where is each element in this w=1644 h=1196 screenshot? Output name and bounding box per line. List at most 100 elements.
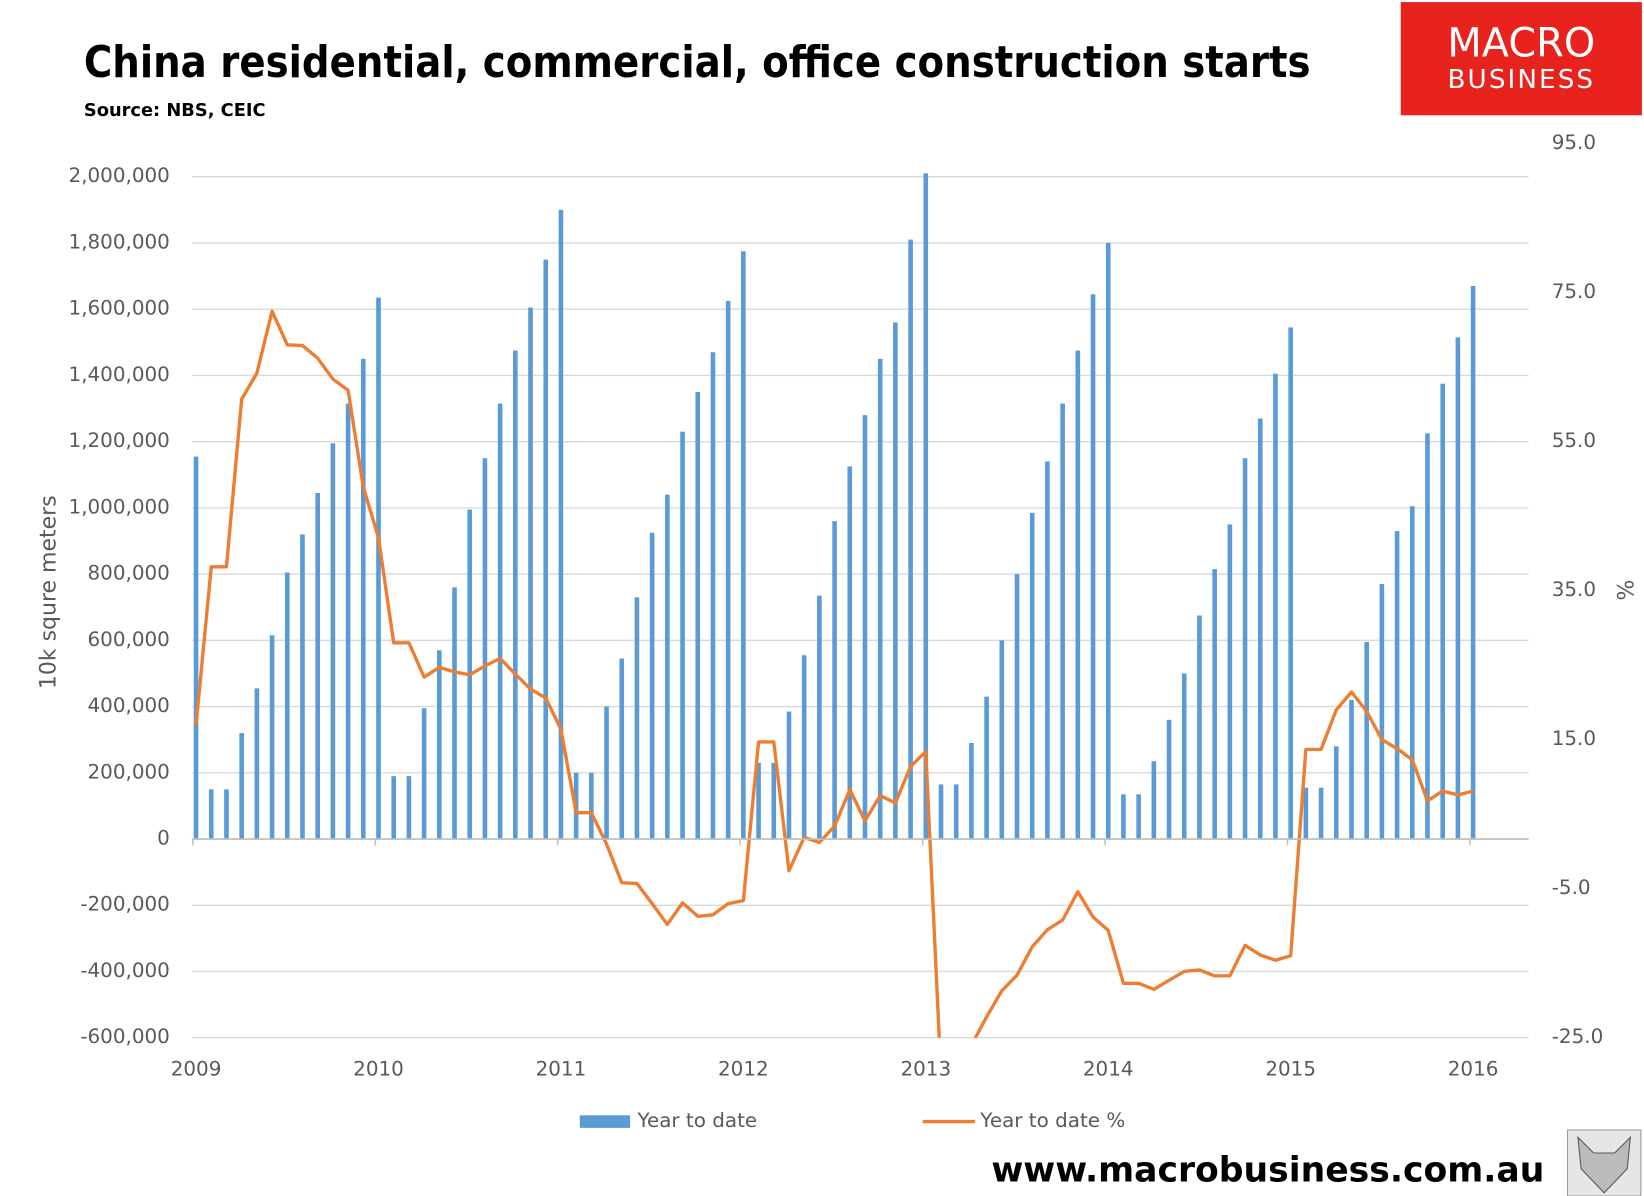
y-tick-label: 1,200,000 — [69, 429, 170, 452]
bar — [1166, 719, 1172, 840]
bar — [1470, 286, 1476, 840]
line-group — [194, 309, 1474, 1038]
bar — [725, 300, 731, 840]
line — [194, 309, 1474, 1038]
y2-tick-label: -5.0 — [1552, 876, 1591, 899]
bar — [254, 688, 260, 840]
bar — [437, 650, 442, 840]
bar — [1105, 242, 1111, 840]
y-tick-label: -600,000 — [80, 1025, 170, 1048]
y-axis-label: 10k squre meters — [36, 495, 61, 689]
bar — [239, 733, 244, 840]
bar — [345, 403, 351, 840]
bar — [1136, 794, 1141, 840]
y-tick-label: 1,600,000 — [69, 297, 170, 320]
y2-axis-label: % — [1611, 580, 1636, 601]
footer-url: www.macrobusiness.com.au — [991, 1150, 1544, 1190]
legend-label: Year to date % — [979, 1109, 1125, 1132]
y2-tick-label: 95.0 — [1552, 131, 1596, 154]
bar — [513, 350, 518, 840]
bar — [1318, 787, 1324, 840]
x-tick-label: 2011 — [536, 1058, 587, 1081]
bar — [1151, 761, 1157, 840]
bar — [1303, 787, 1309, 840]
y2-tick-label: 15.0 — [1552, 727, 1596, 750]
chart-title: China residential, commercial, office co… — [84, 37, 1311, 88]
x-tick-label: 2010 — [353, 1058, 404, 1081]
x-tick-label: 2016 — [1448, 1058, 1499, 1081]
bar — [756, 762, 761, 840]
bar — [877, 358, 883, 840]
bar — [330, 443, 336, 840]
y-tick-label: -200,000 — [80, 893, 170, 916]
bar — [1440, 383, 1446, 840]
bar — [589, 772, 594, 840]
bar — [771, 762, 777, 840]
bar — [1242, 458, 1248, 840]
bar — [1455, 337, 1461, 840]
x-tick-label: 2014 — [1083, 1058, 1134, 1081]
bar — [817, 595, 822, 840]
bar — [695, 391, 701, 840]
logo-box — [1400, 2, 1642, 116]
bar — [284, 572, 290, 840]
bar — [649, 532, 655, 840]
bar — [680, 431, 685, 840]
chart-subtitle: Source: NBS, CEIC — [84, 100, 266, 121]
bar — [360, 358, 366, 840]
bar — [1060, 403, 1065, 840]
bar — [908, 239, 913, 840]
x-tick-label: 2009 — [171, 1058, 222, 1081]
bar — [1333, 746, 1339, 840]
y-tick-label: 400,000 — [88, 694, 170, 717]
y2-tick-label: -25.0 — [1552, 1025, 1604, 1048]
bar — [604, 706, 609, 840]
bar — [999, 640, 1005, 840]
bar — [269, 635, 275, 840]
bar — [1181, 673, 1187, 840]
bar — [1273, 373, 1278, 840]
bar — [923, 173, 929, 840]
bar — [832, 521, 837, 840]
y-tick-label: -400,000 — [80, 959, 170, 982]
bar — [1257, 418, 1263, 840]
bar — [421, 708, 427, 840]
bar — [208, 789, 214, 840]
y-tick-label: 1,800,000 — [69, 230, 170, 253]
bar — [1349, 699, 1354, 840]
bar — [1288, 327, 1293, 840]
bar — [665, 494, 670, 840]
y2-tick-label: 75.0 — [1552, 280, 1596, 303]
bar — [786, 711, 792, 840]
y-tick-label: 200,000 — [88, 760, 170, 783]
bar — [634, 597, 640, 840]
y-tick-label: 1,400,000 — [69, 363, 170, 386]
bar — [528, 307, 533, 840]
y2-tick-label: 55.0 — [1552, 429, 1596, 452]
bar — [482, 458, 488, 840]
legend-label: Year to date — [636, 1109, 757, 1132]
bar — [315, 492, 320, 840]
bar — [938, 784, 944, 840]
bar — [1364, 641, 1369, 840]
bar — [1379, 584, 1385, 840]
bar — [1090, 294, 1096, 840]
bar — [847, 466, 853, 840]
bar — [1212, 569, 1217, 840]
logo-text: BUSINESS — [1447, 65, 1595, 95]
bar — [1075, 350, 1081, 840]
bar — [1409, 506, 1415, 840]
bar — [619, 658, 625, 840]
bar — [497, 403, 503, 840]
bar — [741, 251, 746, 840]
bar — [1394, 531, 1400, 840]
bar — [1425, 433, 1430, 840]
bar — [391, 776, 397, 840]
y2-tick-label: 35.0 — [1552, 578, 1596, 601]
bar — [1197, 615, 1202, 840]
x-tick-label: 2013 — [900, 1058, 951, 1081]
bar — [224, 789, 229, 840]
